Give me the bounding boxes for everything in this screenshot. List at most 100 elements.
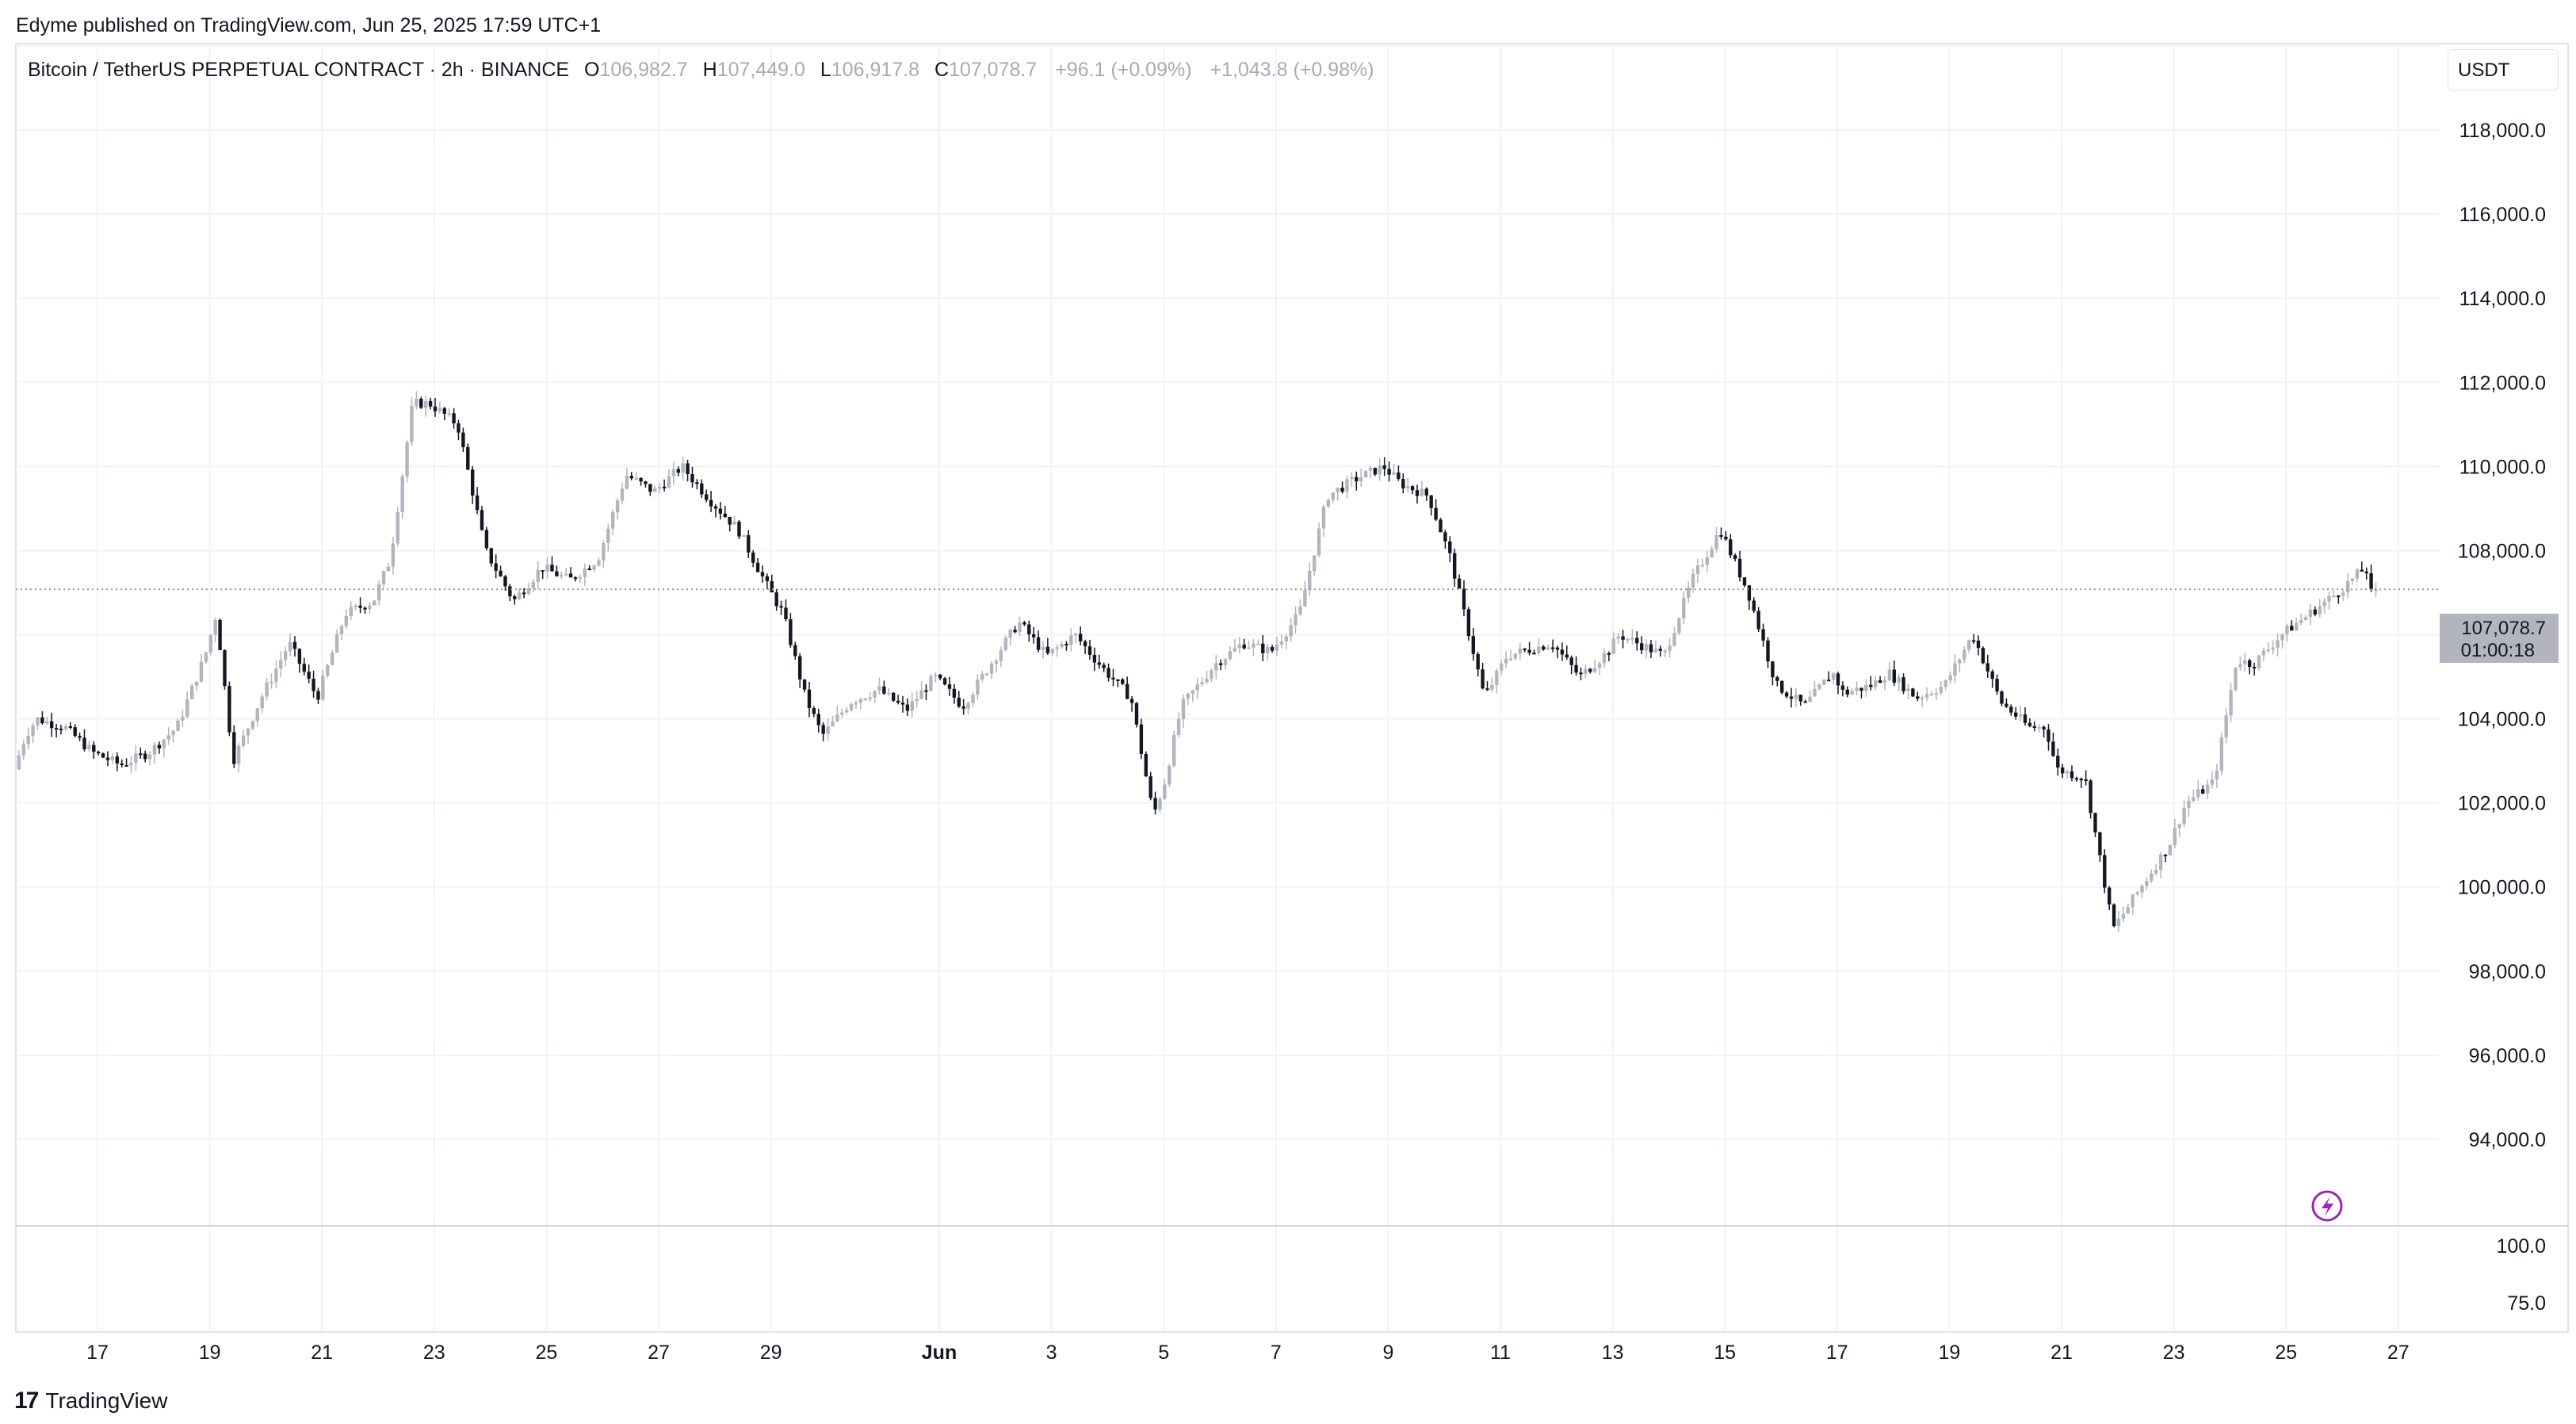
candle-body — [484, 530, 489, 549]
candle-body — [644, 481, 648, 484]
candle-body — [1083, 641, 1087, 647]
candle-body — [494, 563, 498, 571]
candle-body — [1626, 638, 1630, 641]
candle-body — [1508, 658, 1513, 660]
candle-body — [2037, 726, 2041, 729]
currency-button[interactable]: USDT — [2448, 49, 2559, 90]
candle-body — [1163, 784, 1167, 799]
candle-body — [2192, 797, 2196, 802]
candle-body — [980, 674, 984, 680]
candle-body — [1976, 640, 1981, 649]
candle-body — [1771, 661, 1775, 678]
candle-body — [2350, 578, 2355, 581]
candle-body — [1686, 587, 1691, 598]
candle-body — [1929, 694, 1934, 696]
symbol-legend[interactable]: Bitcoin / TetherUS PERPETUAL CONTRACT · … — [28, 59, 1374, 82]
lightning-icon[interactable] — [2311, 1190, 2343, 1222]
candle-body — [597, 560, 601, 566]
candle-body — [536, 570, 540, 582]
y-tick-label: 94,000.0 — [2469, 1129, 2546, 1151]
candle-body — [1672, 633, 1676, 646]
candle-body — [115, 756, 119, 764]
tradingview-logo[interactable]: 17 TradingView — [14, 1388, 167, 1414]
candle-body — [1326, 500, 1331, 507]
candle-body — [82, 737, 86, 750]
symbol-name[interactable]: Bitcoin / TetherUS PERPETUAL CONTRACT · … — [28, 59, 570, 81]
candle-body — [657, 486, 662, 489]
candle-body — [550, 565, 554, 572]
price-label: 107,078.7 01:00:18 — [2440, 614, 2559, 663]
candle-body — [2318, 606, 2322, 614]
time-axis[interactable]: 17 19 21 23 25 27 29 Jun 3 5 7 9 11 13 15 17 19 21 23 25 27 — [86, 1342, 2410, 1364]
candle-body — [1191, 690, 1194, 694]
candle-body — [1471, 636, 1475, 654]
candles[interactable] — [17, 391, 2378, 932]
candle-body — [802, 679, 807, 690]
candle-body — [21, 744, 25, 756]
candle-body — [1424, 488, 1428, 496]
candle-body — [152, 745, 157, 755]
candle-body — [957, 697, 961, 707]
candle-body — [1887, 669, 1892, 681]
candle-body — [1321, 507, 1326, 529]
candle-body — [2107, 887, 2112, 905]
y-tick-label: 108,000.0 — [2458, 540, 2546, 562]
candle-body — [1485, 688, 1489, 691]
candle-body — [1911, 688, 1915, 697]
candle-body — [971, 695, 975, 703]
candle-body — [1682, 597, 1686, 618]
candle-body — [1523, 649, 1527, 651]
candle-body — [2140, 886, 2144, 893]
candle-body — [681, 463, 685, 473]
candle-body — [1504, 659, 1508, 664]
x-tick-label: 29 — [760, 1342, 782, 1364]
y-tick-label: 116,000.0 — [2459, 204, 2546, 226]
candle-body — [433, 406, 438, 412]
candle-body — [2177, 824, 2181, 829]
candle-body — [1092, 654, 1097, 663]
candle-body — [147, 754, 152, 760]
candle-body — [2056, 756, 2060, 768]
candle-body — [250, 721, 255, 729]
candle-body — [59, 729, 63, 731]
candle-body — [751, 552, 755, 563]
candle-body — [2018, 714, 2023, 717]
candle-body — [2252, 667, 2257, 669]
x-tick-label: 21 — [2050, 1342, 2073, 1364]
candle-body — [2000, 691, 2004, 704]
candle-body — [2089, 780, 2093, 813]
candle-body — [1943, 679, 1947, 687]
candle-body — [480, 510, 484, 530]
candle-body — [1279, 641, 1284, 645]
candle-body — [1963, 649, 1966, 660]
candle-body — [1761, 629, 1765, 641]
candle-body — [143, 753, 147, 760]
candle-body — [1363, 470, 1368, 478]
candle-body — [606, 528, 610, 543]
candle-body — [1729, 539, 1733, 556]
candle-body — [246, 729, 250, 736]
candle-body — [1565, 654, 1569, 658]
candle-body — [1939, 687, 1943, 694]
candle-body — [457, 423, 461, 433]
candle-body — [816, 714, 820, 725]
candle-body — [1611, 638, 1615, 654]
candle-body — [1401, 478, 1405, 488]
publisher-caption: Edyme published on TradingView.com, Jun … — [16, 14, 602, 36]
candle-body — [2047, 729, 2050, 742]
candle-body — [2266, 649, 2270, 652]
candle-body — [68, 725, 72, 728]
candle-body — [2308, 609, 2313, 618]
candle-body — [1064, 643, 1068, 645]
candle-body — [583, 568, 587, 577]
candle-body — [461, 432, 465, 447]
candle-body — [1060, 643, 1064, 648]
candle-body — [1457, 578, 1462, 589]
candle-body — [316, 691, 320, 700]
candle-body — [405, 442, 409, 477]
candle-body — [1022, 622, 1026, 625]
y-tick-label: 118,000.0 — [2459, 120, 2546, 142]
candle-body — [1387, 469, 1391, 475]
candle-body — [1906, 688, 1910, 691]
